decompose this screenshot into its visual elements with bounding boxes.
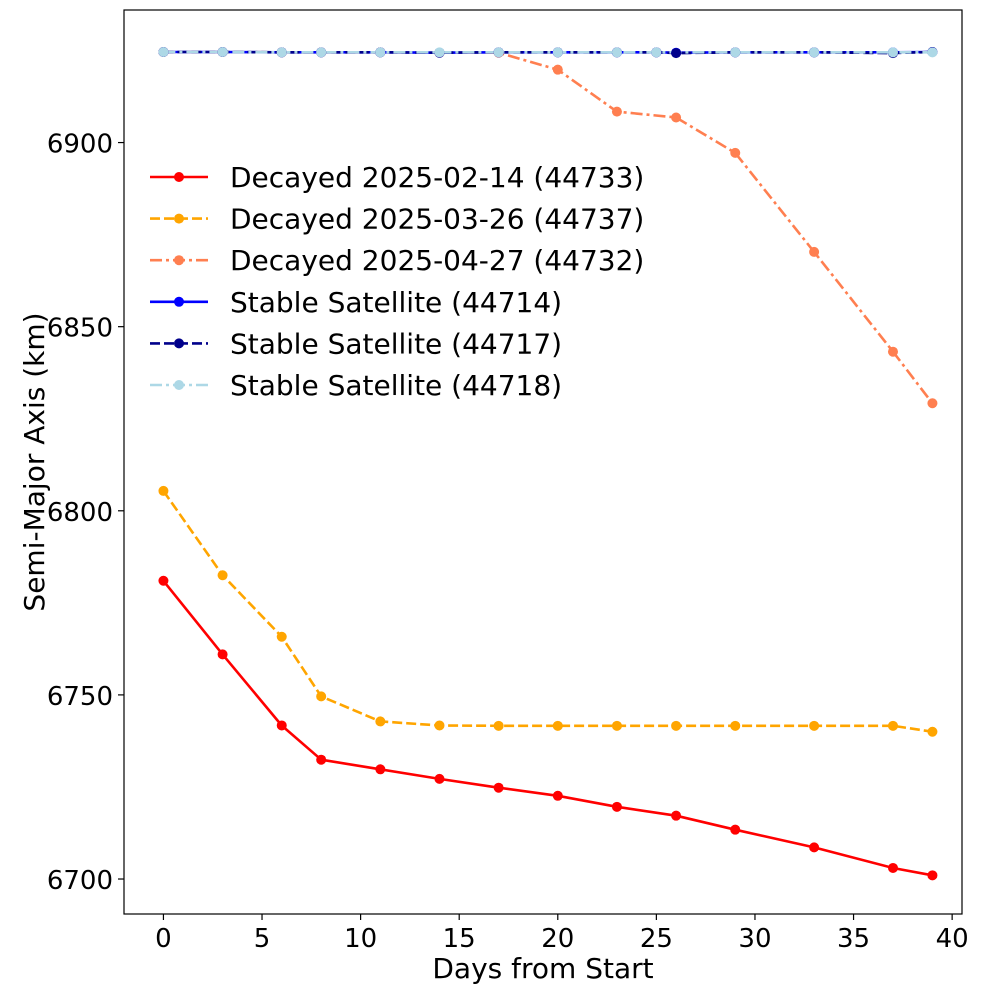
data-point-series-2	[611, 106, 622, 117]
data-point-series-5	[809, 47, 820, 58]
x-tick-label: 10	[344, 924, 377, 954]
x-tick-label: 25	[640, 924, 673, 954]
y-tick-label: 6800	[47, 498, 113, 528]
series-line-0	[162, 579, 933, 877]
legend-label-5: Stable Satellite (44718)	[230, 369, 562, 402]
series-line-1	[162, 490, 933, 733]
legend-marker-2	[174, 255, 184, 266]
data-point-series-2	[552, 64, 563, 75]
y-axis-ticks: 6700 6750 6800 6850 6900	[47, 130, 124, 896]
x-tick-label: 35	[837, 924, 870, 954]
data-point-series-0	[217, 649, 228, 660]
legend-marker-5	[174, 380, 184, 390]
data-point-series-0	[493, 782, 504, 793]
data-point-series-5	[493, 47, 504, 58]
data-point-series-0	[276, 720, 287, 731]
data-point-series-5	[927, 47, 938, 58]
legend-marker-4	[174, 338, 184, 349]
data-point-series-5	[217, 46, 228, 57]
data-point-series-5	[611, 47, 622, 58]
data-point-series-0	[158, 575, 169, 586]
data-point-series-1	[276, 631, 287, 642]
legend-label-0: Decayed 2025-02-14 (44733)	[230, 161, 644, 194]
legend-label-1: Decayed 2025-03-26 (44737)	[230, 203, 644, 236]
data-point-series-2	[730, 147, 741, 158]
data-point-series-2	[671, 112, 682, 123]
data-point-series-1	[730, 720, 741, 731]
data-point-series-0	[316, 754, 327, 765]
x-tick-label: 30	[738, 924, 771, 954]
legend-marker-0	[174, 172, 184, 182]
data-point-series-1	[434, 720, 445, 731]
legend-label-2: Decayed 2025-04-27 (44732)	[230, 244, 644, 277]
legend-marker-1	[174, 213, 184, 224]
data-point-series-1	[217, 570, 228, 581]
data-point-series-1	[887, 720, 898, 731]
data-point-series-0	[887, 862, 898, 873]
data-point-series-2	[809, 246, 820, 257]
x-tick-label: 0	[155, 924, 172, 954]
data-point-series-0	[375, 764, 386, 775]
data-point-series-2	[927, 398, 938, 409]
data-point-series-1	[375, 716, 386, 727]
legend-marker-3	[174, 296, 184, 307]
y-axis-label: Semi-Major Axis (km)	[18, 312, 51, 611]
legend: Decayed 2025-02-14 (44733) Decayed 2025-0…	[150, 161, 644, 402]
data-point-series-0	[809, 842, 820, 853]
data-point-series-2	[887, 346, 898, 357]
data-point-series-0	[671, 810, 682, 821]
data-point-series-0	[434, 773, 445, 784]
y-tick-label: 6850	[47, 314, 113, 344]
x-tick-label: 5	[254, 924, 271, 954]
data-point-series-5	[434, 47, 445, 58]
data-point-series-5	[316, 47, 327, 58]
series-markers	[158, 46, 938, 881]
data-point-series-5	[552, 47, 563, 58]
data-point-series-1	[493, 720, 504, 731]
data-point-series-1	[927, 726, 938, 737]
legend-label-3: Stable Satellite (44714)	[230, 286, 562, 319]
data-point-series-5	[158, 46, 169, 57]
y-tick-label: 6750	[47, 682, 113, 712]
legend-label-4: Stable Satellite (44717)	[230, 327, 562, 360]
y-tick-label: 6900	[47, 130, 113, 160]
data-point-series-1	[316, 691, 327, 702]
data-point-series-1	[671, 720, 682, 731]
data-point-series-5	[651, 47, 662, 58]
data-point-series-5	[730, 47, 741, 58]
data-point-series-5	[887, 47, 898, 58]
x-axis-ticks: 0 5 10 15 20 25 30 35 40	[155, 914, 969, 954]
plot-area-frame	[123, 9, 963, 915]
data-point-series-0	[927, 870, 938, 881]
x-tick-label: 15	[443, 924, 476, 954]
x-tick-label: 40	[936, 924, 969, 954]
data-point-series-1	[158, 485, 169, 496]
data-point-series-1	[552, 720, 563, 731]
data-point-series-1	[611, 720, 622, 731]
data-point-series-1	[809, 720, 820, 731]
data-point-series-5	[276, 47, 287, 58]
data-point-series-0	[730, 824, 741, 835]
data-point-series-5	[375, 47, 386, 58]
data-point-series-4	[671, 48, 682, 59]
y-tick-label: 6700	[47, 866, 113, 896]
x-axis-label: Days from Start	[432, 952, 653, 985]
data-point-series-0	[552, 790, 563, 801]
x-tick-label: 20	[541, 924, 574, 954]
data-point-series-0	[611, 801, 622, 812]
